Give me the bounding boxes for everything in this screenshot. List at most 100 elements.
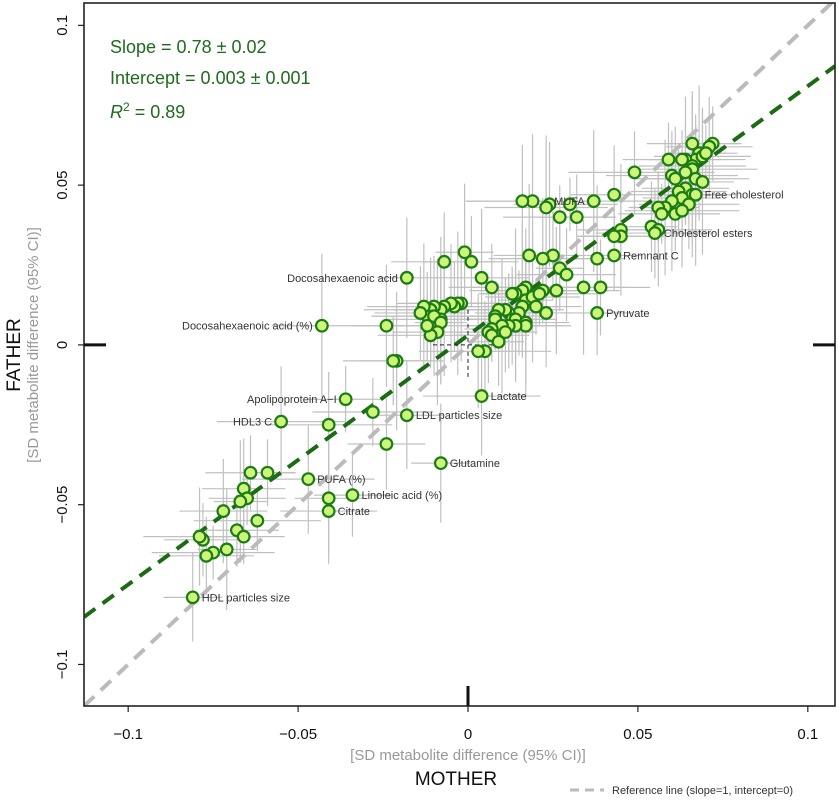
data-point [314, 318, 329, 333]
r-squared-text: R2 = 0.89 [110, 100, 185, 122]
data-point [586, 194, 601, 209]
data-point [522, 248, 537, 263]
data-point [661, 152, 676, 167]
data-point [529, 299, 543, 314]
x-tick-label: −0.1 [113, 726, 143, 743]
data-point [593, 280, 608, 295]
data-points [185, 136, 720, 605]
legend-text: Reference line (slope=1, intercept=0) [612, 785, 793, 797]
data-point [668, 171, 683, 186]
data-point [474, 389, 489, 403]
y-axis-subtitle: [SD metabolite difference (95% CI)] [25, 227, 42, 463]
data-point [505, 286, 520, 301]
data-point [437, 254, 452, 269]
data-point [464, 254, 479, 269]
data-point [539, 200, 554, 215]
data-point [685, 136, 700, 151]
data-point [627, 165, 642, 180]
data-point [532, 286, 547, 301]
data-point [345, 488, 360, 503]
x-tick-label: 0.05 [623, 726, 652, 743]
point-label: HDL3 C [233, 417, 272, 429]
data-point [260, 465, 275, 480]
data-point [607, 187, 622, 202]
data-point [675, 152, 689, 167]
x-axis-ticks: −0.1 −0.05 0 0.05 0.1 [113, 686, 818, 743]
data-point [590, 306, 605, 320]
x-axis-subtitle: [SD metabolite difference (95% CI)] [350, 747, 586, 764]
data-point [321, 504, 336, 518]
regression-lines [84, 3, 835, 706]
data-point [420, 318, 435, 333]
point-label: Docosahexaenoic acid [287, 273, 398, 285]
data-point [484, 280, 499, 295]
y-tick-label: 0.1 [54, 15, 71, 36]
data-point [399, 408, 414, 423]
data-point [549, 283, 564, 298]
data-point [563, 197, 577, 212]
data-point [338, 392, 353, 407]
data-point [274, 414, 288, 429]
data-point [433, 456, 448, 471]
point-label: Citrate [338, 506, 370, 518]
data-point [386, 353, 401, 368]
point-label: MUFA [554, 196, 585, 208]
reference-line [84, 3, 835, 706]
data-point [192, 529, 207, 544]
x-axis-title: MOTHER [415, 769, 497, 790]
data-point [457, 245, 472, 260]
data-point [379, 437, 394, 451]
point-label: HDL particles size [202, 592, 290, 604]
data-point [216, 504, 231, 518]
data-point [678, 165, 693, 180]
data-point [552, 210, 567, 224]
x-tick-label: −0.05 [279, 726, 317, 743]
data-point [250, 513, 265, 528]
error-bars [143, 85, 758, 642]
point-label: Linoleic acid (%) [361, 490, 442, 502]
data-point [607, 248, 622, 263]
data-point [321, 417, 336, 432]
data-point [590, 251, 605, 266]
data-point [491, 334, 506, 349]
data-point [365, 405, 380, 419]
data-point [185, 590, 200, 605]
data-point [199, 548, 214, 563]
data-point [413, 306, 428, 320]
data-point [301, 472, 316, 487]
y-axis-ticks: −0.1 −0.05 0 0.05 0.1 [54, 15, 835, 679]
point-label: Cholesterol esters [664, 228, 753, 240]
point-label: Lactate [491, 391, 527, 403]
data-point [471, 344, 486, 359]
point-label: Docosahexaenoic acid (%) [182, 321, 313, 333]
data-point [647, 226, 662, 240]
point-label: LDL particles size [416, 410, 502, 422]
intercept-text: Intercept = 0.003 ± 0.001 [110, 68, 311, 88]
data-point [535, 251, 550, 266]
data-point [675, 203, 689, 218]
data-point [539, 306, 554, 320]
point-label: Free cholesterol [705, 190, 784, 202]
data-point [607, 229, 622, 244]
data-point [515, 194, 530, 209]
y-tick-label: 0.05 [54, 171, 71, 200]
data-point [698, 146, 713, 161]
fit-line [84, 64, 835, 619]
y-axis-title: FATHER [4, 318, 25, 392]
origin-crosshair [432, 309, 503, 380]
data-point [474, 270, 489, 285]
data-point [559, 267, 574, 282]
data-point [233, 494, 248, 509]
x-tick-label: 0 [464, 726, 472, 743]
x-tick-label: 0.1 [797, 726, 818, 743]
data-point [576, 280, 591, 295]
data-point [569, 210, 584, 224]
point-label: PUFA (%) [317, 474, 365, 486]
data-point [498, 325, 513, 340]
slope-text: Slope = 0.78 ± 0.02 [110, 37, 267, 57]
plot-frame [83, 2, 836, 707]
y-tick-label: −0.05 [54, 486, 71, 524]
data-point [654, 206, 669, 221]
y-tick-label: −0.1 [54, 650, 71, 680]
